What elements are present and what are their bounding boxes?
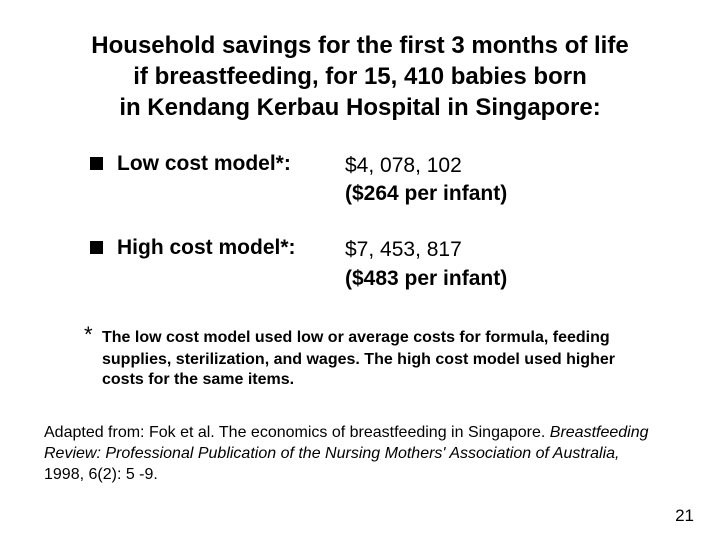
bullet-value: $7, 453, 817 ($483 per infant) [345, 236, 507, 293]
square-bullet-icon [90, 241, 103, 254]
square-bullet-icon [90, 157, 103, 170]
footnote-text: The low cost model used low or average c… [102, 329, 615, 388]
slide-title: Household savings for the first 3 months… [40, 30, 680, 124]
per-infant-amount: ($264 per infant) [345, 182, 507, 205]
bullet-label: Low cost model*: [117, 152, 345, 176]
citation-prefix: Adapted from: Fok et al. The economics o… [44, 424, 550, 441]
bullet-item: High cost model*: $7, 453, 817 ($483 per… [90, 236, 680, 293]
total-amount: $4, 078, 102 [345, 154, 462, 177]
title-line-1: Household savings for the first 3 months… [91, 32, 628, 59]
bullet-value: $4, 078, 102 ($264 per infant) [345, 152, 507, 209]
footnote-star: * [84, 321, 102, 350]
bullet-item: Low cost model*: $4, 078, 102 ($264 per … [90, 152, 680, 209]
citation-suffix: 1998, 6(2): 5 -9. [44, 466, 158, 483]
page-number: 21 [675, 506, 694, 526]
title-line-2: if breastfeeding, for 15, 410 babies bor… [133, 63, 586, 90]
bullet-label: High cost model*: [117, 236, 345, 260]
bullet-list: Low cost model*: $4, 078, 102 ($264 per … [90, 152, 680, 293]
citation: Adapted from: Fok et al. The economics o… [44, 423, 650, 485]
per-infant-amount: ($483 per infant) [345, 267, 507, 290]
total-amount: $7, 453, 817 [345, 238, 462, 261]
footnote: *The low cost model used low or average … [102, 321, 650, 391]
title-line-3: in Kendang Kerbau Hospital in Singapore: [119, 94, 600, 121]
